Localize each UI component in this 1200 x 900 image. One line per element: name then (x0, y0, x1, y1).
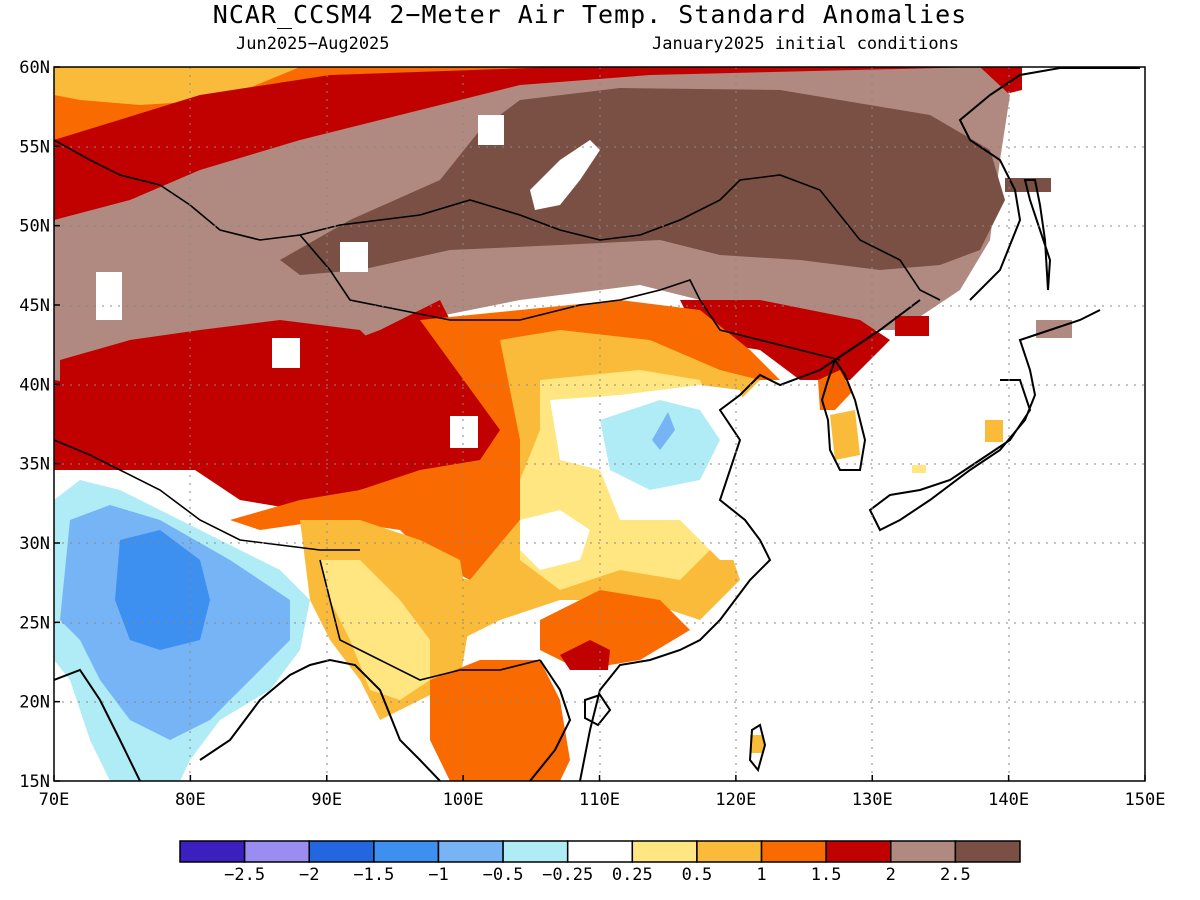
lon-tick-label: 130E (852, 790, 893, 810)
coastline-korea (820, 357, 867, 471)
lat-tick-label: 55N (19, 137, 50, 157)
colorbar-swatch (696, 840, 763, 863)
colorbar-label: −0.5 (483, 865, 524, 885)
colorbar-label: 1 (756, 865, 766, 885)
anomaly-region-1-0-korea (830, 410, 860, 460)
latitude-axis: 60N 55N 50N 45N 40N 35N 30N 25N 20N 15N (19, 58, 60, 792)
colorbar-swatch (890, 840, 957, 863)
colorbar-label: −1 (428, 865, 448, 885)
missing-data-baikal (530, 140, 600, 210)
colorbar-label: 2 (886, 865, 896, 885)
graticule (54, 67, 1145, 781)
lat-tick-label: 40N (19, 375, 50, 395)
colorbar-label: −2 (299, 865, 319, 885)
anomaly-region-above-2-5-mongolia (280, 88, 1005, 275)
anomaly-region-minus-1-0-india (115, 530, 210, 650)
missing-data-cell (340, 242, 368, 272)
colorbar-swatch (566, 840, 634, 863)
anomaly-region-2-0-tienshan (60, 320, 390, 420)
anomaly-region-minus-0-5-east-china (652, 412, 675, 450)
colorbar-swatch (179, 840, 246, 863)
missing-data-cell (478, 115, 504, 145)
colorbar-label: 0.25 (612, 865, 653, 885)
missing-data-cell (450, 416, 478, 448)
lon-tick-label: 120E (715, 790, 756, 810)
coastline-russia-east (958, 67, 1140, 301)
coastline-indochina (529, 659, 572, 781)
coastlines (54, 67, 1140, 781)
anomaly-region-0-5-kyushu (912, 465, 926, 473)
lat-tick-label: 25N (19, 613, 50, 633)
coastline-china-east (579, 299, 921, 781)
colorbar: −2.5 −2 −1.5 −1 −0.5 −0.25 0.25 0.5 1 1.5 2 2.5 (179, 840, 1021, 885)
colorbar-swatch (437, 840, 504, 863)
lon-tick-label: 150E (1125, 790, 1166, 810)
coastline-bay-of-bengal (199, 658, 441, 781)
colorbar-label: 1.5 (811, 865, 842, 885)
border-mongolia-china (299, 234, 841, 361)
lon-tick-label: 80E (175, 790, 206, 810)
anomaly-region-1-0-taiwan (750, 735, 764, 753)
lat-tick-label: 50N (19, 217, 50, 237)
colorbar-swatch (825, 840, 892, 863)
lat-tick-label: 30N (19, 534, 50, 554)
anomaly-region-1-5-central (230, 300, 780, 580)
lat-tick-label: 20N (19, 693, 50, 713)
anomaly-region-2-0-tibet (54, 300, 500, 510)
anomaly-region-above-2-5-sakhalin (1005, 178, 1051, 192)
coastline-hainan (584, 693, 612, 727)
colorbar-label: 2.5 (940, 865, 971, 885)
colorbar-swatch (760, 840, 827, 863)
colorbar-swatch (243, 840, 310, 863)
anomaly-region-1-0-japan (985, 420, 1003, 442)
colorbar-label: −1.5 (353, 865, 394, 885)
colorbar-label: 0.5 (682, 865, 713, 885)
anomaly-region-0-5-myanmar (320, 560, 430, 700)
anomaly-region-2-0-coast (895, 316, 929, 336)
lon-tick-label: 110E (579, 790, 620, 810)
longitude-axis: 70E 80E 90E 100E 110E 120E 130E 140E 150E (39, 775, 1166, 810)
chart-title: NCAR_CCSM4 2−Meter Air Temp. Standard An… (212, 0, 968, 29)
colorbar-label: −0.25 (542, 865, 593, 885)
anomaly-region-1-5-indochina (430, 660, 570, 781)
colorbar-label: −2.5 (224, 865, 265, 885)
coastline-japan (868, 309, 1101, 532)
coastline-india-west (54, 668, 141, 781)
lat-tick-label: 35N (19, 455, 50, 475)
lat-tick-label: 45N (19, 296, 50, 316)
border-southeast-asia (319, 559, 541, 681)
initial-conditions-label: January2025 initial conditions (652, 34, 960, 54)
anomaly-region-2-0-south-china (560, 640, 610, 670)
season-label: Jun2025−Aug2025 (236, 34, 390, 54)
border-himalaya (54, 439, 360, 551)
missing-data-cell (96, 272, 122, 320)
lon-tick-label: 90E (311, 790, 342, 810)
coastline-sakhalin (1023, 179, 1052, 291)
colorbar-swatch (631, 840, 698, 863)
colorbar-swatch (502, 840, 569, 863)
colorbar-swatch (954, 840, 1021, 863)
lat-tick-label: 15N (19, 772, 50, 792)
lon-tick-label: 140E (988, 790, 1029, 810)
lon-tick-label: 100E (443, 790, 484, 810)
anomaly-region-1-5-korea (818, 370, 852, 410)
missing-data-cell (272, 338, 300, 368)
lat-tick-label: 60N (19, 58, 50, 78)
coastline-taiwan (748, 723, 767, 773)
anomaly-region-0-5-northwest (54, 67, 300, 105)
anomaly-region-near-zero-sichuan (520, 510, 590, 570)
lon-tick-label: 70E (39, 790, 70, 810)
colorbar-swatch (373, 840, 440, 863)
anomaly-fields (54, 67, 1145, 781)
colorbar-swatch (308, 840, 375, 863)
